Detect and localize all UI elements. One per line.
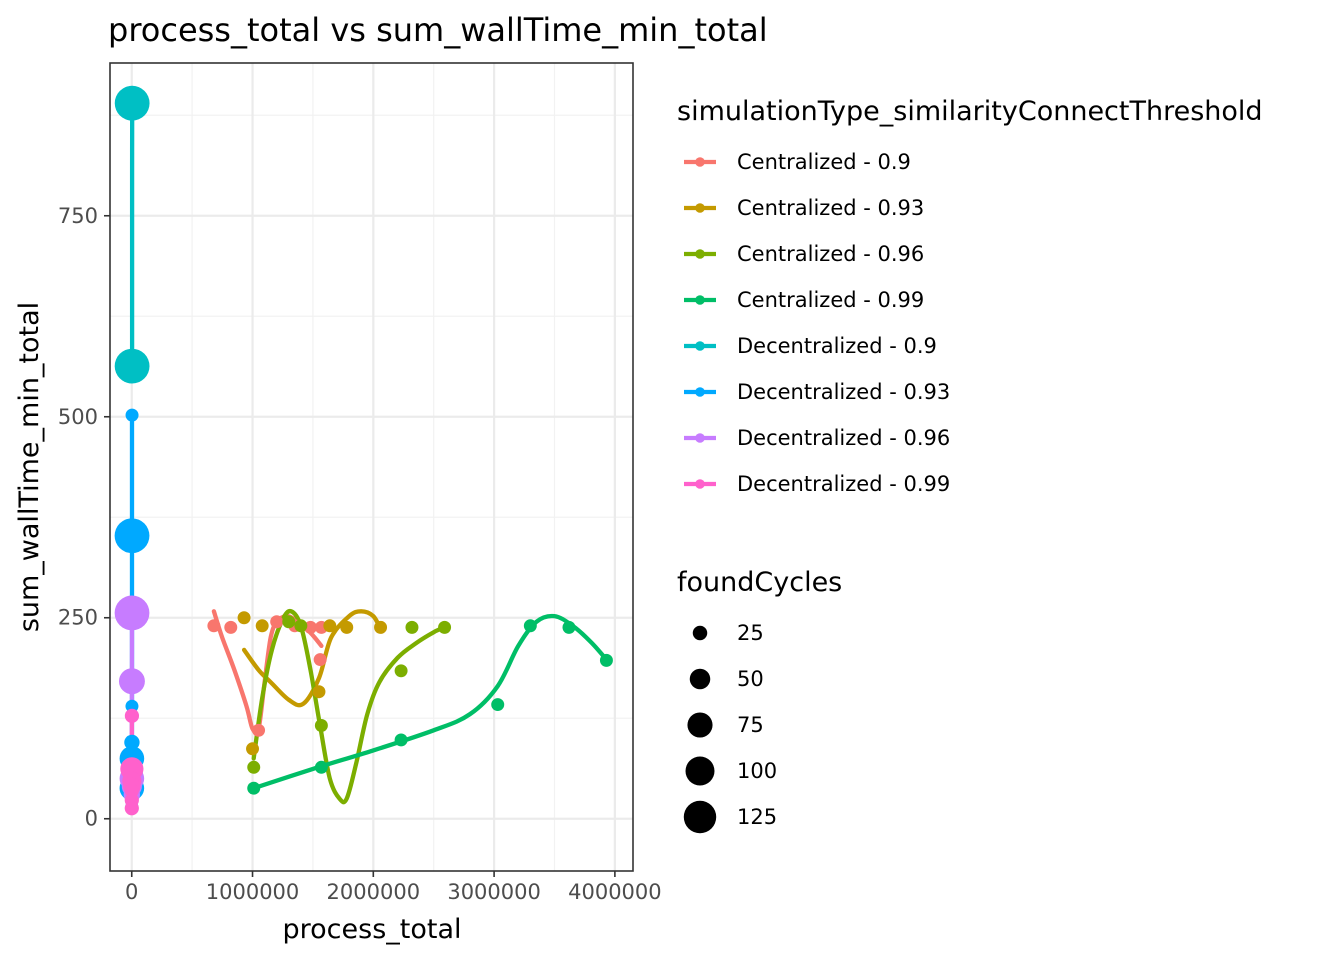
size-legend-title: foundCycles <box>677 567 842 598</box>
plot-border <box>109 62 634 872</box>
legend-key-point <box>695 203 705 213</box>
data-point <box>125 408 139 422</box>
data-point <box>491 698 505 712</box>
size-legend-key <box>692 625 708 641</box>
legend-label: Centralized - 0.99 <box>737 288 924 312</box>
size-legend: 25 50 75 100 125 <box>683 621 777 834</box>
legend-key-point <box>695 433 705 443</box>
color-legend-title: simulationType_similarityConnectThreshol… <box>677 96 1263 127</box>
size-legend-key <box>687 712 713 738</box>
data-point <box>246 742 260 756</box>
legend-label: Decentralized - 0.96 <box>737 426 950 450</box>
color-legend: Centralized - 0.9 Centralized - 0.93 Centr… <box>684 150 950 496</box>
size-legend-label: 50 <box>737 667 764 691</box>
chart-title: process_total vs sum_wallTime_min_total <box>108 11 768 49</box>
trend-lines <box>129 101 609 811</box>
data-point <box>247 760 261 774</box>
legend-label: Decentralized - 0.99 <box>737 472 950 496</box>
legend-key-point <box>695 387 705 397</box>
size-legend-key <box>685 756 715 786</box>
legend-label: Decentralized - 0.9 <box>737 334 937 358</box>
data-point <box>323 619 337 633</box>
y-axis-title: sum_wallTime_min_total <box>14 302 45 632</box>
legend-key-point <box>695 249 705 259</box>
data-point <box>118 668 145 695</box>
x-tick-label: 3000000 <box>447 880 541 904</box>
legend-key-point <box>695 479 705 489</box>
size-legend-label: 125 <box>737 805 777 829</box>
data-point <box>224 620 238 634</box>
data-point <box>312 685 326 699</box>
data-point <box>124 801 139 816</box>
data-point <box>405 620 419 634</box>
legend-key-point <box>695 341 705 351</box>
x-tick-label: 2000000 <box>327 880 421 904</box>
data-point <box>394 733 408 747</box>
data-point <box>314 718 328 732</box>
size-legend-label: 100 <box>737 759 777 783</box>
data-point <box>125 699 139 713</box>
legend-label: Centralized - 0.9 <box>737 150 911 174</box>
data-point <box>114 348 150 384</box>
data-point <box>294 619 308 633</box>
y-tick-label: 0 <box>85 807 98 831</box>
data-point <box>252 723 266 737</box>
data-point <box>562 620 576 634</box>
data-point <box>304 620 317 634</box>
data-point <box>314 760 328 774</box>
size-legend-key <box>689 668 711 690</box>
data-point <box>237 611 251 625</box>
data-point <box>599 653 613 667</box>
data-point <box>282 615 296 629</box>
data-point <box>114 518 150 554</box>
data-points <box>114 85 613 816</box>
data-point <box>340 620 354 634</box>
x-axis-title: process_total <box>283 914 462 945</box>
data-point <box>255 619 269 633</box>
plot-background <box>110 63 633 871</box>
data-point <box>124 708 140 723</box>
data-point <box>523 619 537 633</box>
legend-label: Centralized - 0.93 <box>737 196 924 220</box>
data-point <box>438 620 452 634</box>
legend-label: Decentralized - 0.93 <box>737 380 950 404</box>
y-tick-label: 750 <box>58 204 98 228</box>
data-point <box>114 595 150 631</box>
data-point <box>207 619 221 633</box>
data-point <box>313 653 327 667</box>
data-point <box>114 85 150 121</box>
data-point <box>247 781 261 795</box>
data-point <box>270 615 284 629</box>
x-tick-label: 1000000 <box>206 880 300 904</box>
legend-label: Centralized - 0.96 <box>737 242 924 266</box>
size-legend-label: 75 <box>737 713 764 737</box>
x-tick-label: 0 <box>125 880 138 904</box>
axes: 0 1000000 2000000 3000000 4000000 0 250 500 750 <box>58 204 662 904</box>
size-legend-label: 25 <box>737 621 764 645</box>
legend-key-point <box>695 295 705 305</box>
data-point <box>124 734 140 751</box>
legend-key-point <box>695 157 705 167</box>
data-point <box>374 620 388 634</box>
x-tick-label: 4000000 <box>568 880 662 904</box>
y-tick-label: 500 <box>58 405 98 429</box>
y-tick-label: 250 <box>58 606 98 630</box>
data-point <box>394 664 408 678</box>
size-legend-key <box>683 800 717 834</box>
